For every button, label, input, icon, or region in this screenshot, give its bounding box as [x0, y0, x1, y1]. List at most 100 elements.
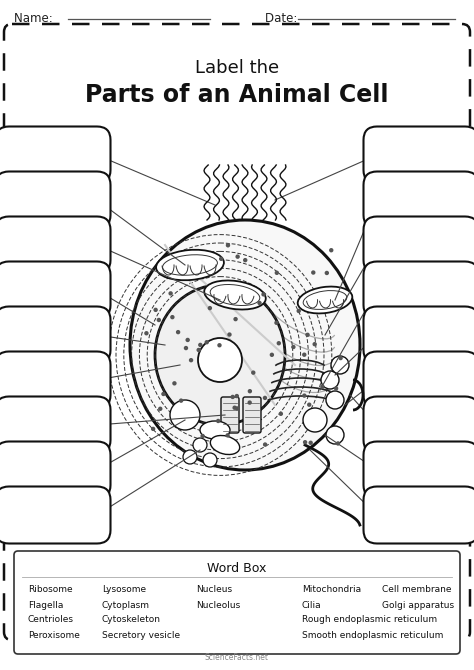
- Circle shape: [151, 427, 155, 431]
- Circle shape: [302, 393, 307, 398]
- Circle shape: [303, 440, 307, 444]
- FancyBboxPatch shape: [0, 486, 110, 543]
- Circle shape: [325, 271, 329, 275]
- Circle shape: [198, 338, 242, 382]
- Circle shape: [219, 257, 223, 261]
- Ellipse shape: [204, 281, 266, 310]
- Circle shape: [172, 381, 177, 385]
- Circle shape: [216, 419, 220, 423]
- Circle shape: [161, 392, 165, 396]
- Circle shape: [208, 306, 212, 310]
- Circle shape: [334, 386, 338, 391]
- FancyBboxPatch shape: [364, 442, 474, 498]
- Text: Smooth endoplasmic reticulum: Smooth endoplasmic reticulum: [302, 630, 443, 639]
- Circle shape: [303, 408, 327, 432]
- Circle shape: [338, 356, 343, 360]
- Text: Parts of an Animal Cell: Parts of an Animal Cell: [85, 83, 389, 107]
- Circle shape: [193, 438, 207, 452]
- Text: Golgi apparatus: Golgi apparatus: [382, 600, 454, 610]
- Circle shape: [302, 352, 307, 357]
- Circle shape: [236, 255, 240, 259]
- Circle shape: [312, 342, 317, 346]
- Circle shape: [203, 453, 217, 467]
- Text: Cytoplasm: Cytoplasm: [102, 600, 150, 610]
- Circle shape: [184, 346, 188, 350]
- Circle shape: [305, 332, 310, 337]
- Circle shape: [168, 291, 173, 295]
- Circle shape: [309, 441, 313, 445]
- Circle shape: [144, 331, 149, 336]
- FancyBboxPatch shape: [364, 127, 474, 184]
- Circle shape: [189, 358, 193, 362]
- Text: Centrioles: Centrioles: [28, 616, 74, 624]
- Circle shape: [183, 450, 197, 464]
- Circle shape: [263, 442, 267, 447]
- Circle shape: [251, 371, 255, 375]
- Text: ScienceFacts.net: ScienceFacts.net: [205, 653, 269, 663]
- Circle shape: [274, 271, 279, 275]
- FancyBboxPatch shape: [0, 172, 110, 228]
- Circle shape: [156, 318, 161, 322]
- Circle shape: [336, 442, 340, 446]
- FancyBboxPatch shape: [0, 306, 110, 364]
- Circle shape: [270, 352, 274, 357]
- Circle shape: [170, 400, 200, 430]
- Circle shape: [247, 401, 252, 405]
- Circle shape: [154, 308, 158, 312]
- Circle shape: [226, 243, 230, 247]
- Text: Cell membrane: Cell membrane: [382, 586, 452, 594]
- Circle shape: [230, 395, 235, 399]
- Text: Nucleolus: Nucleolus: [196, 600, 240, 610]
- Circle shape: [320, 385, 325, 389]
- Circle shape: [217, 343, 222, 348]
- FancyBboxPatch shape: [364, 261, 474, 318]
- Circle shape: [261, 292, 266, 297]
- FancyBboxPatch shape: [0, 352, 110, 409]
- FancyBboxPatch shape: [364, 216, 474, 273]
- FancyBboxPatch shape: [364, 486, 474, 543]
- Circle shape: [205, 340, 209, 344]
- Circle shape: [235, 394, 239, 398]
- Circle shape: [321, 371, 339, 389]
- Ellipse shape: [130, 220, 360, 470]
- Ellipse shape: [298, 287, 352, 314]
- FancyBboxPatch shape: [0, 261, 110, 318]
- Circle shape: [243, 258, 247, 263]
- Circle shape: [226, 433, 230, 438]
- Circle shape: [279, 411, 283, 416]
- Text: Peroxisome: Peroxisome: [28, 630, 80, 639]
- Circle shape: [179, 399, 183, 403]
- Circle shape: [170, 315, 174, 320]
- FancyBboxPatch shape: [0, 216, 110, 273]
- Circle shape: [311, 270, 316, 275]
- Circle shape: [307, 403, 311, 407]
- Text: Secretory vesicle: Secretory vesicle: [102, 630, 180, 639]
- Circle shape: [158, 407, 163, 411]
- FancyBboxPatch shape: [364, 306, 474, 364]
- Circle shape: [233, 317, 238, 322]
- Circle shape: [331, 356, 349, 374]
- Circle shape: [257, 301, 262, 305]
- Ellipse shape: [156, 250, 224, 280]
- FancyBboxPatch shape: [0, 397, 110, 454]
- FancyBboxPatch shape: [221, 397, 239, 433]
- FancyBboxPatch shape: [364, 172, 474, 228]
- Text: Flagella: Flagella: [28, 600, 64, 610]
- Circle shape: [201, 433, 205, 438]
- Circle shape: [197, 348, 201, 352]
- Text: Label the: Label the: [195, 59, 279, 77]
- FancyBboxPatch shape: [364, 352, 474, 409]
- Circle shape: [227, 332, 232, 337]
- Circle shape: [248, 389, 252, 393]
- Text: Rough endoplasmic reticulum: Rough endoplasmic reticulum: [302, 616, 437, 624]
- Circle shape: [232, 405, 237, 410]
- Circle shape: [235, 406, 239, 411]
- Circle shape: [297, 309, 301, 313]
- FancyBboxPatch shape: [4, 24, 470, 640]
- Circle shape: [176, 330, 180, 334]
- FancyBboxPatch shape: [364, 397, 474, 454]
- Text: Cytoskeleton: Cytoskeleton: [102, 616, 161, 624]
- Text: Name:: Name:: [14, 11, 56, 25]
- Circle shape: [274, 320, 279, 325]
- Circle shape: [326, 391, 344, 409]
